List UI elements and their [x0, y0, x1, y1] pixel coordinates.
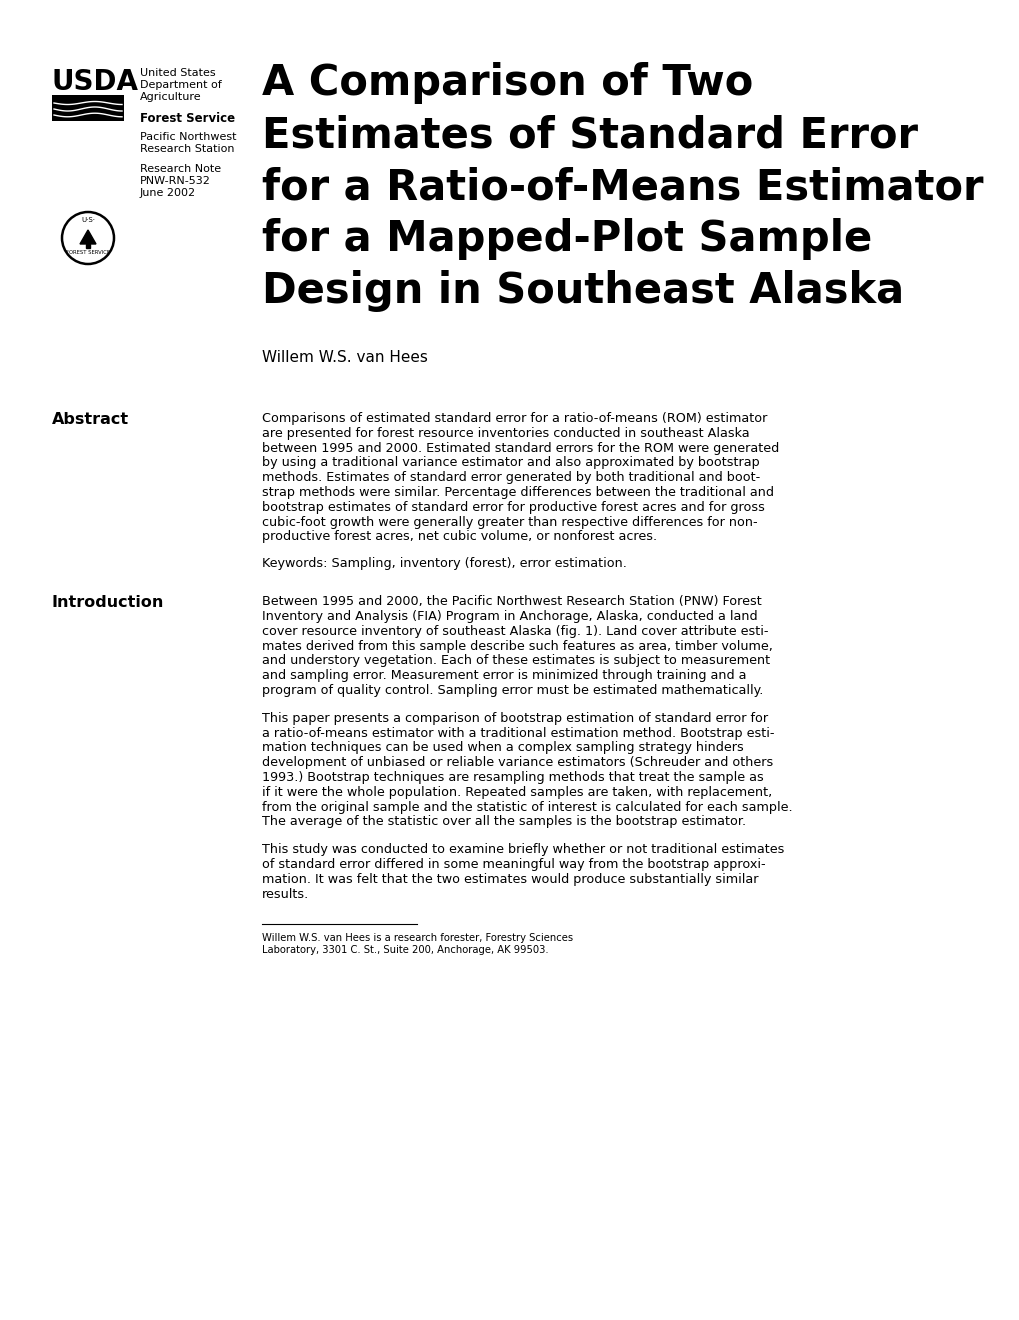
Text: Department of: Department of	[140, 81, 221, 90]
Text: June 2002: June 2002	[140, 187, 196, 198]
Text: 1993.) Bootstrap techniques are resampling methods that treat the sample as: 1993.) Bootstrap techniques are resampli…	[262, 771, 763, 784]
Text: Pacific Northwest: Pacific Northwest	[140, 132, 236, 143]
Text: bootstrap estimates of standard error for productive forest acres and for gross: bootstrap estimates of standard error fo…	[262, 500, 764, 513]
Text: Between 1995 and 2000, the Pacific Northwest Research Station (PNW) Forest: Between 1995 and 2000, the Pacific North…	[262, 595, 761, 609]
Text: Laboratory, 3301 C. St., Suite 200, Anchorage, AK 99503.: Laboratory, 3301 C. St., Suite 200, Anch…	[262, 945, 548, 956]
Text: by using a traditional variance estimator and also approximated by bootstrap: by using a traditional variance estimato…	[262, 457, 759, 470]
Text: and sampling error. Measurement error is minimized through training and a: and sampling error. Measurement error is…	[262, 669, 746, 682]
Text: for a Ratio-of-Means Estimator: for a Ratio-of-Means Estimator	[262, 166, 982, 209]
Text: mation. It was felt that the two estimates would produce substantially similar: mation. It was felt that the two estimat…	[262, 873, 758, 886]
Text: Agriculture: Agriculture	[140, 92, 202, 102]
Text: Research Note: Research Note	[140, 164, 221, 174]
Bar	[52, 95, 124, 121]
Polygon shape	[86, 244, 90, 248]
Text: PNW-RN-532: PNW-RN-532	[140, 176, 211, 186]
Text: Introduction: Introduction	[52, 595, 164, 610]
Text: Research Station: Research Station	[140, 144, 234, 154]
Text: A Comparison of Two: A Comparison of Two	[262, 62, 752, 104]
Text: This paper presents a comparison of bootstrap estimation of standard error for: This paper presents a comparison of boot…	[262, 711, 767, 725]
Text: mation techniques can be used when a complex sampling strategy hinders: mation techniques can be used when a com…	[262, 742, 743, 755]
Text: program of quality control. Sampling error must be estimated mathematically.: program of quality control. Sampling err…	[262, 684, 762, 697]
Text: Inventory and Analysis (FIA) Program in Anchorage, Alaska, conducted a land: Inventory and Analysis (FIA) Program in …	[262, 610, 757, 623]
Text: strap methods were similar. Percentage differences between the traditional and: strap methods were similar. Percentage d…	[262, 486, 773, 499]
Text: results.: results.	[262, 887, 309, 900]
Text: USDA: USDA	[52, 69, 139, 96]
Text: Design in Southeast Alaska: Design in Southeast Alaska	[262, 271, 903, 312]
Text: cubic-foot growth were generally greater than respective differences for non-: cubic-foot growth were generally greater…	[262, 516, 757, 528]
Text: Estimates of Standard Error: Estimates of Standard Error	[262, 114, 917, 156]
Text: for a Mapped-Plot Sample: for a Mapped-Plot Sample	[262, 218, 871, 260]
Text: FOREST SERVICE: FOREST SERVICE	[66, 249, 110, 255]
Text: Willem W.S. van Hees: Willem W.S. van Hees	[262, 350, 427, 366]
Text: of standard error differed in some meaningful way from the bootstrap approxi-: of standard error differed in some meani…	[262, 858, 765, 871]
Text: cover resource inventory of southeast Alaska (fig. 1). Land cover attribute esti: cover resource inventory of southeast Al…	[262, 624, 767, 638]
Text: methods. Estimates of standard error generated by both traditional and boot-: methods. Estimates of standard error gen…	[262, 471, 759, 484]
Text: The average of the statistic over all the samples is the bootstrap estimator.: The average of the statistic over all th…	[262, 816, 745, 829]
Text: U·S·: U·S·	[81, 216, 95, 223]
Text: development of unbiased or reliable variance estimators (Schreuder and others: development of unbiased or reliable vari…	[262, 756, 772, 770]
Text: Abstract: Abstract	[52, 412, 129, 426]
Text: if it were the whole population. Repeated samples are taken, with replacement,: if it were the whole population. Repeate…	[262, 785, 771, 799]
Polygon shape	[79, 230, 96, 244]
Text: are presented for forest resource inventories conducted in southeast Alaska: are presented for forest resource invent…	[262, 426, 749, 440]
Text: mates derived from this sample describe such features as area, timber volume,: mates derived from this sample describe …	[262, 640, 772, 652]
Text: Forest Service: Forest Service	[140, 112, 235, 125]
Text: between 1995 and 2000. Estimated standard errors for the ROM were generated: between 1995 and 2000. Estimated standar…	[262, 442, 779, 454]
Text: productive forest acres, net cubic volume, or nonforest acres.: productive forest acres, net cubic volum…	[262, 531, 656, 544]
Text: from the original sample and the statistic of interest is calculated for each sa: from the original sample and the statist…	[262, 801, 792, 813]
Text: Keywords: Sampling, inventory (forest), error estimation.: Keywords: Sampling, inventory (forest), …	[262, 557, 627, 570]
Text: a ratio-of-means estimator with a traditional estimation method. Bootstrap esti-: a ratio-of-means estimator with a tradit…	[262, 726, 773, 739]
Text: and understory vegetation. Each of these estimates is subject to measurement: and understory vegetation. Each of these…	[262, 655, 769, 668]
Text: This study was conducted to examine briefly whether or not traditional estimates: This study was conducted to examine brie…	[262, 843, 784, 857]
Text: United States: United States	[140, 69, 215, 78]
Text: Comparisons of estimated standard error for a ratio-of-means (ROM) estimator: Comparisons of estimated standard error …	[262, 412, 766, 425]
Text: Willem W.S. van Hees is a research forester, Forestry Sciences: Willem W.S. van Hees is a research fores…	[262, 933, 573, 944]
